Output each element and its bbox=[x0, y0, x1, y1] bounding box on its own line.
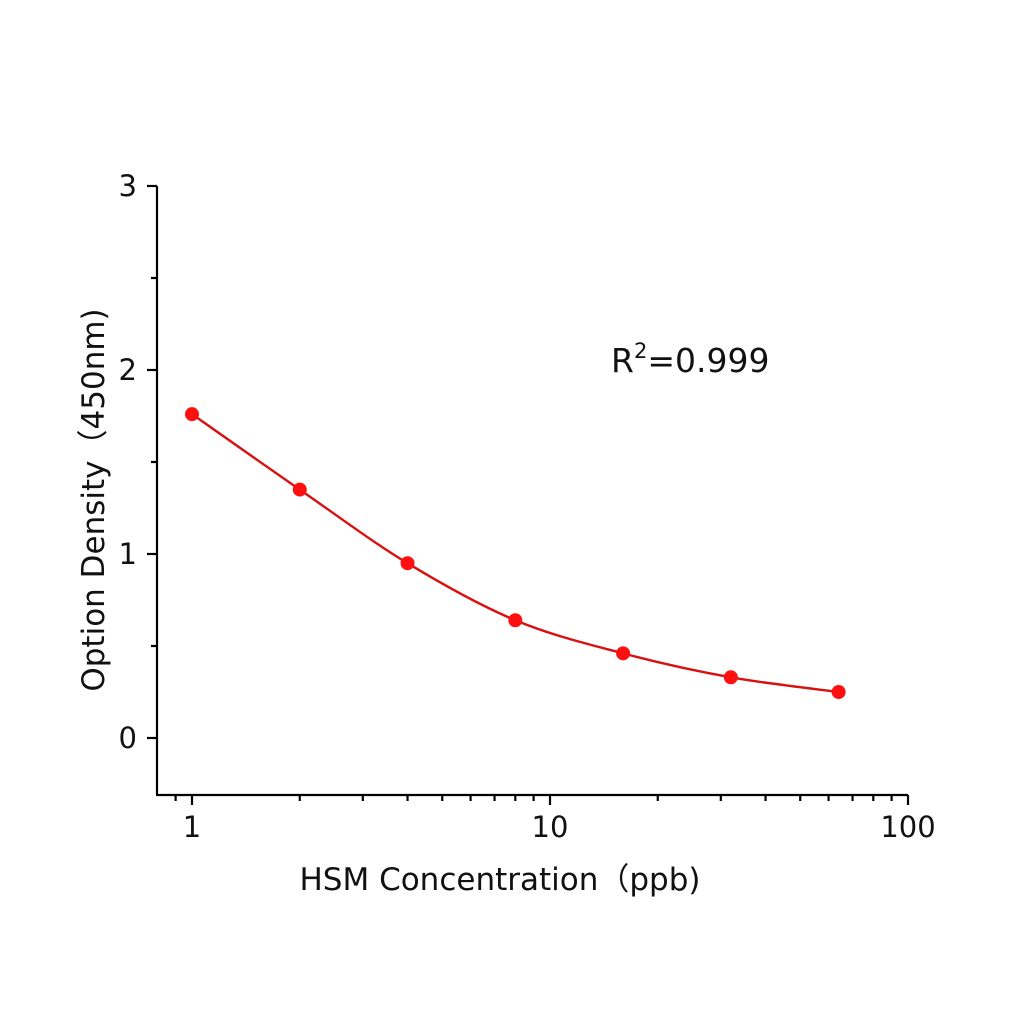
data-point bbox=[831, 685, 846, 699]
x-axis-title: HSM Concentration（ppb) bbox=[299, 862, 700, 898]
y-tick-label: 2 bbox=[119, 353, 137, 387]
data-point bbox=[616, 646, 631, 661]
x-tick-label: 1 bbox=[183, 810, 201, 844]
tick-labels: 0 1 2 3 1 10 100 bbox=[119, 169, 936, 844]
data-point bbox=[508, 613, 523, 628]
x-tick-label: 10 bbox=[532, 810, 569, 844]
y-tick-label: 3 bbox=[119, 169, 137, 203]
y-axis-title: Option Density（450nm) bbox=[76, 308, 112, 691]
axes bbox=[147, 184, 910, 805]
data-point bbox=[400, 556, 415, 571]
r-squared-annotation: R2=0.999 bbox=[611, 339, 769, 380]
y-tick-label: 0 bbox=[119, 721, 137, 755]
data-points bbox=[185, 407, 846, 699]
data-point bbox=[185, 407, 199, 422]
data-point bbox=[723, 670, 738, 685]
fit-curve bbox=[191, 413, 839, 694]
y-tick-label: 1 bbox=[119, 537, 137, 571]
data-point bbox=[292, 482, 307, 497]
x-tick-label: 100 bbox=[880, 810, 935, 844]
